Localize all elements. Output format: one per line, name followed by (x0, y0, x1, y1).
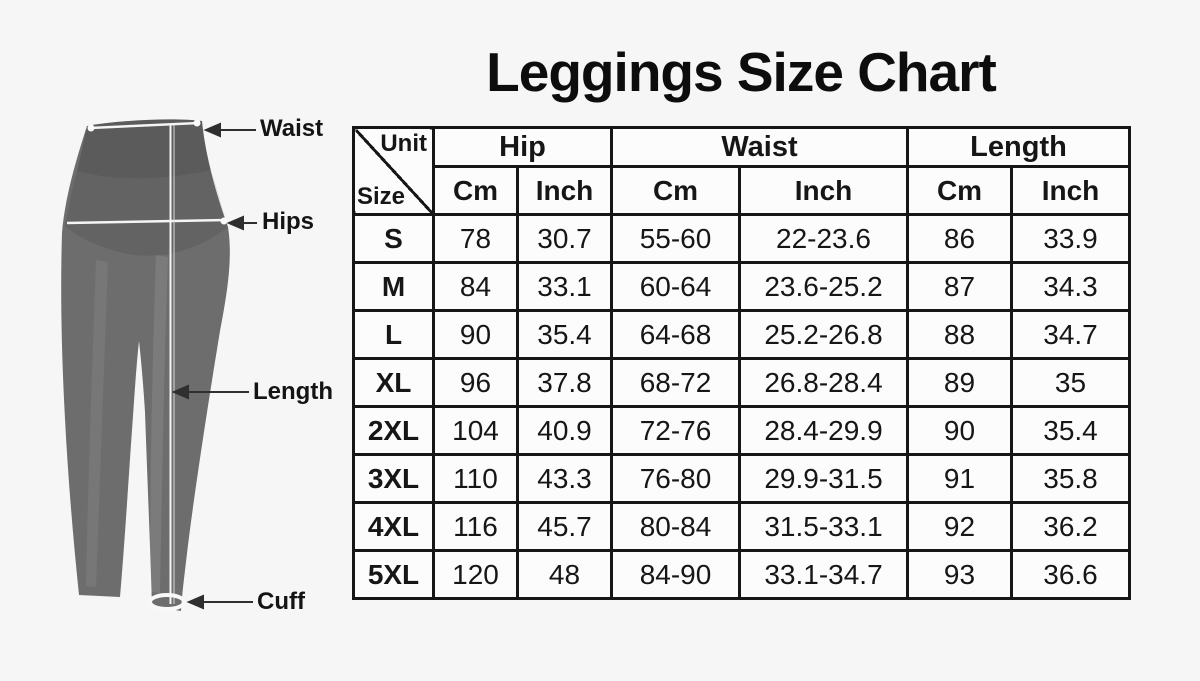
table-row-2xl: 2XL 104 40.9 72-76 28.4-29.9 90 35.4 (352, 405, 1131, 456)
cell-hip-cm: 120 (432, 549, 519, 600)
cell-length-inch: 34.3 (1010, 261, 1131, 312)
cell-hip-cm: 116 (432, 501, 519, 552)
table-row-l: L 90 35.4 64-68 25.2-26.8 88 34.7 (352, 309, 1131, 360)
leggings-diagram: Waist Hips Length Cuff (0, 0, 352, 681)
cell-length-inch: 35 (1010, 357, 1131, 408)
table-row-s: S 78 30.7 55-60 22-23.6 86 33.9 (352, 213, 1131, 264)
cell-hip-inch: 40.9 (516, 405, 613, 456)
cell-waist-cm: 84-90 (610, 549, 741, 600)
measure-label-hips: Hips (262, 208, 315, 235)
cell-waist-inch: 26.8-28.4 (738, 357, 909, 408)
cell-length-inch: 33.9 (1010, 213, 1131, 264)
cell-length-cm: 88 (906, 309, 1013, 360)
column-group-hip: Hip (432, 126, 613, 168)
cell-length-inch: 35.8 (1010, 453, 1131, 504)
corner-header-cell: Unit Size (352, 126, 435, 216)
cell-waist-inch: 33.1-34.7 (738, 549, 909, 600)
cell-waist-cm: 55-60 (610, 213, 741, 264)
cell-waist-inch: 23.6-25.2 (738, 261, 909, 312)
corner-unit-label: Unit (380, 130, 427, 158)
table-row-3xl: 3XL 110 43.3 76-80 29.9-31.5 91 35.8 (352, 453, 1131, 504)
length-arrowhead-icon (171, 384, 189, 400)
unit-header-waist-inch: Inch (738, 165, 909, 216)
corner-size-label: Size (357, 183, 406, 210)
table-row-4xl: 4XL 116 45.7 80-84 31.5-33.1 92 36.2 (352, 501, 1131, 552)
page-title: Leggings Size Chart (486, 41, 997, 103)
cell-hip-inch: 35.4 (516, 309, 613, 360)
cell-waist-cm: 80-84 (610, 501, 741, 552)
cell-length-cm: 90 (906, 405, 1013, 456)
cell-length-inch: 36.2 (1010, 501, 1131, 552)
cell-waist-cm: 64-68 (610, 309, 741, 360)
cell-hip-cm: 110 (432, 453, 519, 504)
hips-measure-line (66, 218, 227, 225)
cell-hip-inch: 45.7 (516, 501, 613, 552)
cell-hip-cm: 104 (432, 405, 519, 456)
cell-size: 3XL (352, 453, 435, 504)
measure-label-waist: Waist (260, 115, 324, 142)
cell-length-cm: 89 (906, 357, 1013, 408)
cell-length-cm: 93 (906, 549, 1013, 600)
cell-length-inch: 35.4 (1010, 405, 1131, 456)
leg-highlight-right (150, 255, 168, 593)
size-chart-table: Unit Size Hip Waist Length Cm Inch Cm In… (352, 126, 1131, 600)
cell-size: 5XL (352, 549, 435, 600)
cuff-measure-ellipse (148, 593, 186, 611)
cell-waist-cm: 72-76 (610, 405, 741, 456)
cell-size: S (352, 213, 435, 264)
cell-hip-inch: 48 (516, 549, 613, 600)
table-row-xl: XL 96 37.8 68-72 26.8-28.4 89 35 (352, 357, 1131, 408)
measure-label-cuff: Cuff (257, 588, 305, 615)
cell-length-inch: 34.7 (1010, 309, 1131, 360)
cell-size: XL (352, 357, 435, 408)
leggings-waistband (77, 119, 211, 179)
cell-waist-inch: 29.9-31.5 (738, 453, 909, 504)
cell-hip-cm: 84 (432, 261, 519, 312)
cell-hip-cm: 90 (432, 309, 519, 360)
cell-size: L (352, 309, 435, 360)
waist-arrowhead-icon (203, 122, 221, 138)
cell-waist-cm: 76-80 (610, 453, 741, 504)
cell-length-cm: 92 (906, 501, 1013, 552)
column-group-waist: Waist (610, 126, 909, 168)
cell-hip-inch: 30.7 (516, 213, 613, 264)
table-row-5xl: 5XL 120 48 84-90 33.1-34.7 93 36.6 (352, 549, 1131, 600)
measure-label-length: Length (253, 378, 333, 405)
cell-length-cm: 91 (906, 453, 1013, 504)
hips-arrowhead-icon (226, 215, 244, 231)
waist-measure-line (89, 121, 200, 130)
cell-size: M (352, 261, 435, 312)
cell-waist-cm: 68-72 (610, 357, 741, 408)
leggings-silhouette (61, 119, 230, 612)
cell-hip-inch: 33.1 (516, 261, 613, 312)
cell-waist-inch: 28.4-29.9 (738, 405, 909, 456)
cell-waist-inch: 22-23.6 (738, 213, 909, 264)
leg-highlight-left (86, 260, 108, 587)
cell-waist-inch: 25.2-26.8 (738, 309, 909, 360)
cuff-arrowhead-icon (186, 594, 204, 610)
cell-hip-inch: 43.3 (516, 453, 613, 504)
cell-size: 2XL (352, 405, 435, 456)
unit-header-hip-inch: Inch (516, 165, 613, 216)
cell-hip-cm: 78 (432, 213, 519, 264)
unit-header-length-inch: Inch (1010, 165, 1131, 216)
cell-length-inch: 36.6 (1010, 549, 1131, 600)
cell-hip-inch: 37.8 (516, 357, 613, 408)
cell-waist-inch: 31.5-33.1 (738, 501, 909, 552)
unit-header-hip-cm: Cm (432, 165, 519, 216)
cell-length-cm: 87 (906, 261, 1013, 312)
leggings-illustration (61, 119, 257, 612)
cell-length-cm: 86 (906, 213, 1013, 264)
leggings-brief-shading (65, 170, 228, 256)
cell-hip-cm: 96 (432, 357, 519, 408)
cell-waist-cm: 60-64 (610, 261, 741, 312)
table-row-m: M 84 33.1 60-64 23.6-25.2 87 34.3 (352, 261, 1131, 312)
unit-header-length-cm: Cm (906, 165, 1013, 216)
column-group-length: Length (906, 126, 1131, 168)
cell-size: 4XL (352, 501, 435, 552)
unit-header-waist-cm: Cm (610, 165, 741, 216)
